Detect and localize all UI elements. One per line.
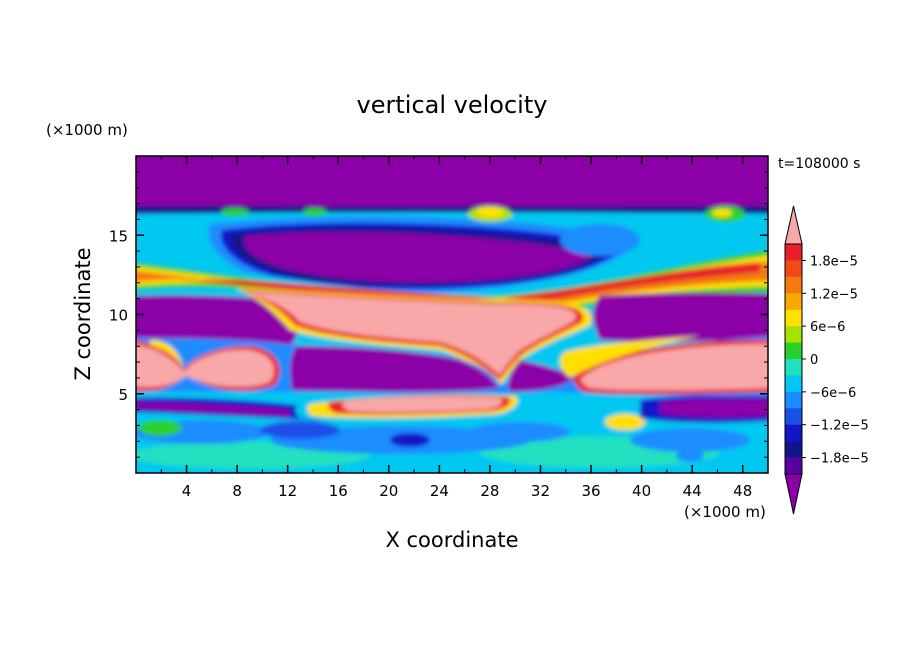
contour-band (221, 208, 249, 216)
time-label: t=108000 s (778, 156, 860, 172)
colorbar-swatch (785, 244, 802, 261)
colorbar-label: −1.2e−5 (810, 419, 869, 434)
contour-band (559, 336, 700, 378)
y-axis-label: Z coordinate (71, 247, 95, 380)
contour-band (136, 205, 768, 214)
contour-band (136, 402, 290, 416)
colorbar-swatch (785, 260, 802, 278)
x-tick-label: 8 (232, 482, 242, 500)
contour-band (244, 232, 595, 283)
contour-band (136, 344, 274, 387)
colorbar-swatch (785, 342, 802, 360)
x-tick-label: 32 (531, 482, 550, 500)
x-tick-label: 40 (632, 482, 651, 500)
colorbar-label: 0 (810, 353, 818, 368)
colorbar-swatch (785, 326, 802, 343)
y-tick-label: 10 (109, 307, 128, 325)
contour-band (593, 292, 768, 342)
colorbar-extend-bottom (784, 473, 803, 515)
x-axis: 4 8 12 16 20 24 28 32 36 40 44 48 (160, 156, 752, 500)
colorbar-swatch (785, 457, 802, 475)
contour-band (390, 433, 430, 447)
y-tick-label: 15 (109, 227, 128, 245)
x-tick-label: 4 (182, 482, 192, 500)
contour-band (260, 421, 340, 439)
contour-band (660, 398, 768, 418)
colorbar-swatch (785, 293, 802, 311)
x-tick-label: 24 (430, 482, 449, 500)
contour-band (303, 208, 327, 216)
colorbar-label: 1.2e−5 (810, 287, 858, 302)
colorbar-label: −6e−6 (810, 386, 856, 401)
y-tick-label: 5 (118, 386, 128, 404)
contour-band (136, 156, 768, 208)
contour-band (138, 420, 182, 436)
contour-band (630, 428, 750, 452)
contour-band (605, 414, 645, 430)
contour-band (342, 396, 502, 413)
contour-band (712, 209, 732, 217)
chart-title: vertical velocity (357, 91, 548, 119)
colorbar-label: −1.8e−5 (810, 452, 869, 467)
colorbar-swatch (785, 276, 802, 294)
colorbar-extend-top (784, 205, 803, 245)
contour-band (560, 224, 640, 256)
x-unit-label: (×1000 m) (684, 503, 766, 521)
contour-band (180, 262, 760, 300)
x-tick-label: 20 (379, 482, 398, 500)
contour-band (150, 340, 184, 370)
contour-band (289, 346, 498, 392)
x-axis-label: X coordinate (385, 528, 518, 552)
colorbar-swatch (785, 424, 802, 442)
colorbar-swatch (785, 408, 802, 426)
contour-band (136, 295, 297, 345)
colorbar-label: 6e−6 (810, 320, 845, 335)
x-tick-label: 36 (581, 482, 600, 500)
x-tick-label: 44 (683, 482, 702, 500)
contour-band (508, 360, 575, 392)
colorbar-swatch (785, 309, 802, 327)
colorbar: 1.8e−5 1.2e−5 6e−6 0 −6e−6 −1.2e−5 −1.8e−5 (784, 205, 869, 515)
contour-band (470, 422, 570, 442)
colorbar-swatch (785, 391, 802, 409)
colorbar-swatch (785, 359, 802, 376)
x-tick-label: 28 (480, 482, 499, 500)
x-tick-label: 16 (329, 482, 348, 500)
x-tick-label: 48 (733, 482, 752, 500)
x-tick-label: 12 (278, 482, 297, 500)
contour-field (136, 156, 768, 473)
contour-band (476, 207, 504, 217)
colorbar-swatch (785, 375, 802, 393)
colorbar-label: 1.8e−5 (810, 254, 858, 269)
contour-band (244, 292, 576, 375)
colorbar-swatch (785, 441, 802, 458)
contour-band (676, 450, 704, 462)
y-axis: 5 10 15 (109, 171, 768, 458)
y-unit-label: (×1000 m) (46, 121, 128, 139)
contour-band (580, 344, 768, 391)
